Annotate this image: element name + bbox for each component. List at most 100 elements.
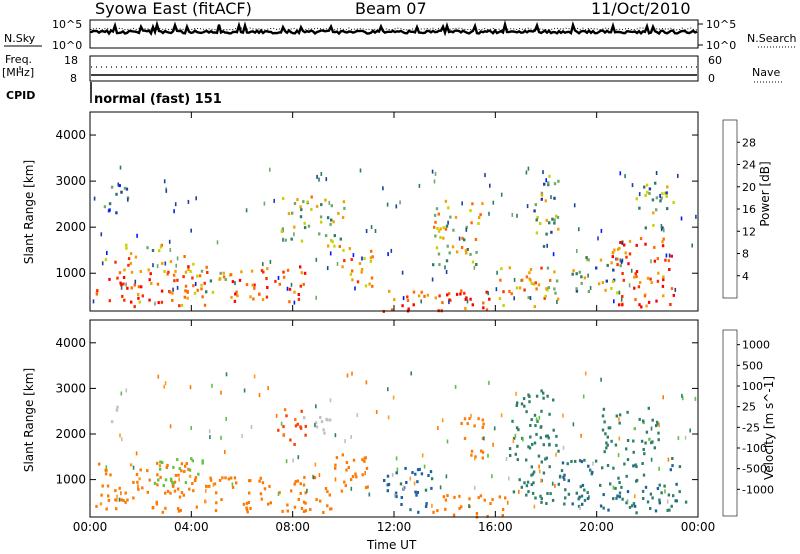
heatmap-cell <box>365 229 368 233</box>
heatmap-cell <box>475 250 478 254</box>
heatmap-cell <box>322 511 325 514</box>
heatmap-cell <box>345 468 348 472</box>
heatmap-cell <box>293 290 296 294</box>
heatmap-cell <box>375 410 378 414</box>
y-tick-label: 2000 <box>55 220 86 234</box>
heatmap-cell <box>666 185 669 189</box>
heatmap-cell <box>200 283 203 287</box>
heatmap-cell <box>338 245 341 248</box>
heatmap-cell <box>432 263 435 267</box>
heatmap-cell <box>299 425 302 429</box>
heatmap-cell <box>525 275 529 279</box>
heatmap-cell <box>536 419 539 423</box>
heatmap-cell <box>127 197 129 202</box>
heatmap-cell <box>528 271 531 275</box>
heatmap-cell <box>482 422 485 426</box>
heatmap-cell <box>399 482 403 486</box>
heatmap-cell <box>171 298 174 302</box>
heatmap-cell <box>508 476 510 481</box>
heatmap-cell <box>326 490 329 494</box>
heatmap-cell <box>535 394 539 398</box>
heatmap-cell <box>130 300 133 304</box>
heatmap-cell <box>640 439 644 443</box>
heatmap-cell <box>535 287 538 291</box>
heatmap-cell <box>601 414 605 418</box>
heatmap-cell <box>502 304 505 307</box>
heatmap-cell <box>435 207 439 211</box>
colorbar-tick-label: 28 <box>742 136 756 149</box>
heatmap-cell <box>343 259 346 263</box>
heatmap-cell <box>165 466 168 469</box>
heatmap-cell <box>156 473 159 477</box>
heatmap-cell <box>544 457 547 461</box>
heatmap-cell <box>155 500 158 504</box>
heatmap-cell <box>127 263 130 267</box>
heatmap-cell <box>231 280 235 284</box>
heatmap-cell <box>280 421 283 426</box>
heatmap-cell <box>607 508 610 512</box>
heatmap-cell <box>674 287 677 292</box>
heatmap-cell <box>402 296 405 301</box>
heatmap-cell <box>382 186 384 191</box>
heatmap-cell <box>420 472 424 476</box>
heatmap-cell <box>98 462 101 466</box>
heatmap-cell <box>546 243 548 248</box>
heatmap-cell <box>610 287 613 290</box>
heatmap-cell <box>625 255 628 259</box>
heatmap-cell <box>176 507 180 511</box>
heatmap-cell <box>218 277 221 281</box>
heatmap-cell <box>166 272 169 276</box>
heatmap-cell <box>196 274 199 278</box>
heatmap-cell <box>458 494 461 498</box>
heatmap-cell <box>330 204 333 208</box>
heatmap-cell <box>460 246 464 249</box>
heatmap-cell <box>280 230 283 233</box>
heatmap-cell <box>115 192 118 196</box>
heatmap-cell <box>293 202 297 205</box>
heatmap-cell <box>405 481 408 484</box>
heatmap-cell <box>612 497 615 501</box>
heatmap-cell <box>164 506 167 510</box>
heatmap-cell <box>356 280 360 284</box>
heatmap-cell <box>240 270 243 274</box>
heatmap-cell <box>482 306 485 310</box>
heatmap-cell <box>601 466 604 470</box>
heatmap-cell <box>625 474 628 478</box>
heatmap-cell <box>363 459 366 463</box>
heatmap-cell <box>222 271 225 275</box>
heatmap-cell <box>262 262 264 267</box>
heatmap-cell <box>617 453 620 458</box>
heatmap-cell <box>468 417 471 420</box>
heatmap-cell <box>182 275 185 279</box>
freq-panel: Freq. [MHz] 18 8 60 0 Nave <box>2 53 782 85</box>
heatmap-cell <box>542 471 546 475</box>
heatmap-cell <box>122 282 125 286</box>
heatmap-cell <box>116 494 118 499</box>
heatmap-cell <box>658 466 660 471</box>
heatmap-cell <box>212 482 215 487</box>
heatmap-cell <box>625 447 628 451</box>
heatmap-cell <box>231 485 235 489</box>
heatmap-cell <box>401 270 404 275</box>
heatmap-cell <box>126 498 129 502</box>
heatmap-cell <box>431 277 434 282</box>
heatmap-cell <box>681 393 683 398</box>
heatmap-cell <box>417 294 421 298</box>
heatmap-cell <box>209 476 212 480</box>
heatmap-cell <box>439 227 442 231</box>
heatmap-cell <box>108 202 112 206</box>
power-colorbar-label: Power [dB] <box>758 161 772 226</box>
colorbar-tick-label: 8 <box>742 248 749 261</box>
heatmap-cell <box>160 289 164 293</box>
heatmap-cell <box>597 282 601 286</box>
heatmap-cell <box>672 201 675 204</box>
heatmap-cell <box>618 246 621 250</box>
heatmap-cell <box>619 258 622 263</box>
heatmap-cell <box>315 257 318 262</box>
heatmap-cell <box>173 480 177 484</box>
heatmap-cell <box>108 208 111 212</box>
heatmap-cell <box>549 492 552 496</box>
heatmap-cell <box>500 413 503 418</box>
heatmap-cell <box>543 296 546 300</box>
heatmap-cell <box>175 263 177 268</box>
